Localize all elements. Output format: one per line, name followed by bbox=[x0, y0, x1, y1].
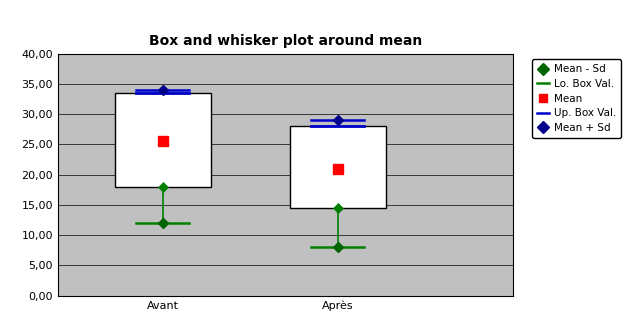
Bar bbox=[115, 93, 211, 187]
Title: Box and whisker plot around mean: Box and whisker plot around mean bbox=[149, 34, 422, 48]
Bar bbox=[290, 126, 386, 208]
Legend: Mean - Sd, Lo. Box Val., Mean, Up. Box Val., Mean + Sd: Mean - Sd, Lo. Box Val., Mean, Up. Box V… bbox=[531, 59, 621, 138]
